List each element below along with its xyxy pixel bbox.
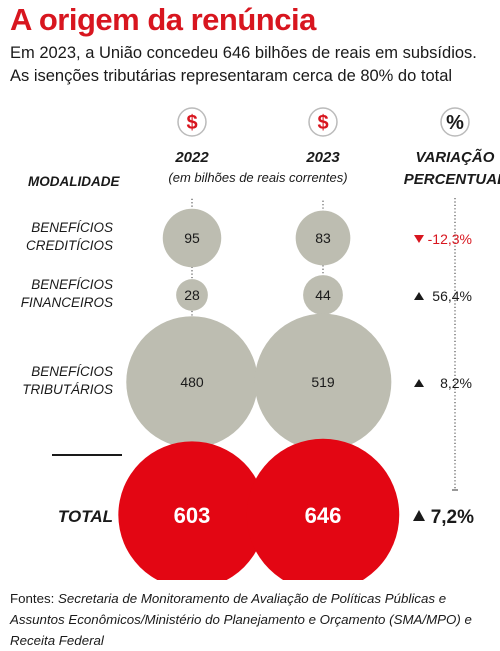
triangle-up-icon <box>414 379 424 387</box>
bubble <box>126 316 258 448</box>
bubble <box>176 279 208 311</box>
bubble <box>162 208 222 268</box>
row-label: BENEFÍCIOS <box>31 364 113 379</box>
row-label: BENEFÍCIOS <box>31 277 113 292</box>
column-header: 2023 <box>305 149 340 166</box>
currency-icon: $ <box>186 112 197 134</box>
total-value: 603 <box>174 503 211 528</box>
row-label: TRIBUTÁRIOS <box>22 382 113 397</box>
sources-text: Secretaria de Monitoramento de Avaliação… <box>10 591 472 648</box>
total-bubble <box>118 441 266 580</box>
total-bubble <box>246 438 400 580</box>
percent-icon: % <box>446 112 464 134</box>
bubble <box>303 275 343 315</box>
bubble <box>295 210 351 266</box>
row-label: CREDITÍCIOS <box>26 238 113 253</box>
subtitle-line-1: Em 2023, a União concedeu 646 bilhões de… <box>10 44 477 62</box>
column-icon-ring <box>177 107 207 137</box>
column-icon-ring <box>308 107 338 137</box>
sources-prefix: Fontes: <box>10 591 59 606</box>
bubble <box>254 313 392 451</box>
variation-value: -12,3% <box>428 231 472 247</box>
bubble-value: 95 <box>184 230 200 246</box>
row-header: MODALIDADE <box>28 174 120 189</box>
bubble-value: 480 <box>180 374 204 390</box>
bubble-value: 519 <box>311 374 335 390</box>
row-label: FINANCEIROS <box>21 295 113 310</box>
triangle-up-icon <box>414 292 424 300</box>
bubble-value: 44 <box>315 287 331 303</box>
column-header: PERCENTUAL <box>404 171 500 188</box>
column-header: 2022 <box>174 149 209 166</box>
bubble-value: 83 <box>315 230 331 246</box>
bubble-value: 28 <box>184 287 200 303</box>
currency-icon: $ <box>317 112 328 134</box>
variation-value: 56,4% <box>432 288 472 304</box>
column-header: VARIAÇÃO <box>416 148 495 166</box>
total-value: 646 <box>305 503 342 528</box>
triangle-up-icon <box>413 510 425 521</box>
total-label: TOTAL <box>58 507 113 526</box>
subtitle-line-2: As isenções tributárias representaram ce… <box>10 67 453 85</box>
unit-note: (em bilhões de reais correntes) <box>168 170 347 185</box>
column-icon-ring <box>440 107 470 137</box>
sources-note: Fontes: Secretaria de Monitoramento de A… <box>10 588 496 651</box>
row-label: BENEFÍCIOS <box>31 220 113 235</box>
variation-value: 8,2% <box>440 375 472 391</box>
chart-title: A origem da renúncia <box>10 2 316 37</box>
total-variation: 7,2% <box>431 507 474 528</box>
bubble-chart: $ $ % 2022 2023 VARIAÇÃO PERCENTUAL (em bilhões… <box>21 107 500 580</box>
triangle-down-icon <box>414 235 424 243</box>
